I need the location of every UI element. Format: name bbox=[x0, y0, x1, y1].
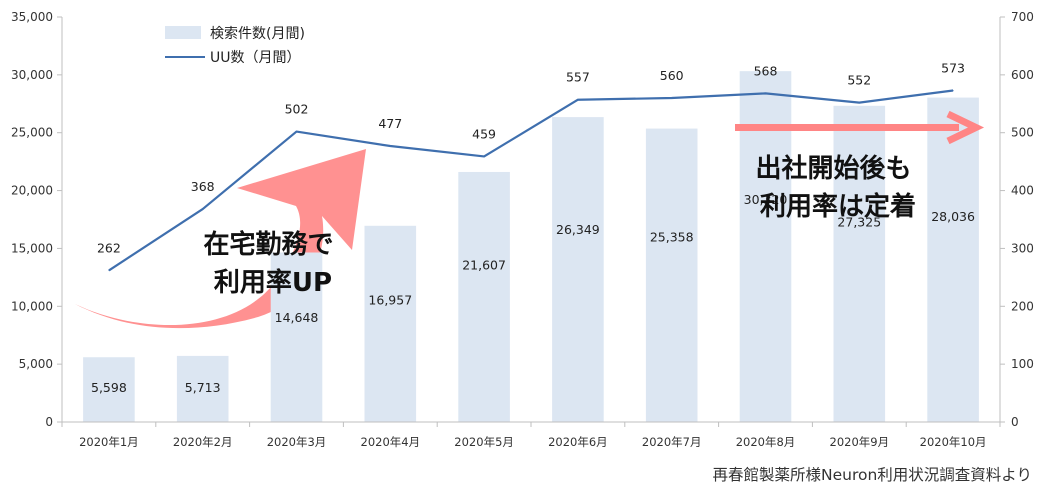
x-tick-label: 2020年4月 bbox=[361, 435, 421, 449]
source-note: 再春館製薬所様Neuron利用状況調査資料より bbox=[713, 466, 1033, 484]
bar-value-label: 25,358 bbox=[650, 229, 694, 244]
legend-label-bar: 検索件数(月間) bbox=[210, 25, 305, 42]
bar-value-label: 5,598 bbox=[91, 380, 127, 395]
y-tick-right: 100 bbox=[1011, 357, 1034, 371]
line-point bbox=[296, 131, 297, 133]
bar bbox=[833, 105, 886, 422]
line-value-label: 368 bbox=[191, 179, 215, 194]
bar bbox=[458, 171, 510, 422]
bar-value-label: 21,607 bbox=[462, 257, 506, 272]
bar-value-label: 5,713 bbox=[185, 380, 221, 395]
line-point bbox=[952, 89, 954, 91]
x-tick-label: 2020年2月 bbox=[173, 435, 233, 449]
line-value-label: 560 bbox=[660, 68, 684, 83]
line-point bbox=[389, 145, 391, 147]
line-value-label: 573 bbox=[941, 60, 965, 75]
line-point bbox=[202, 208, 204, 210]
bar bbox=[176, 355, 229, 422]
bar bbox=[270, 252, 323, 422]
data-labels: 5,598 5,713 14,648 16,957 21,607 26,349 25,358… bbox=[91, 60, 975, 395]
line-value-label: 262 bbox=[97, 240, 121, 255]
line-point bbox=[858, 102, 860, 104]
y-tick-left: 20,000 bbox=[11, 184, 53, 198]
line-point bbox=[577, 99, 579, 101]
line-point bbox=[671, 97, 673, 99]
x-tick-label: 2020年6月 bbox=[548, 435, 608, 449]
line-series bbox=[108, 89, 954, 272]
line-value-label: 502 bbox=[285, 102, 309, 117]
y-tick-right: 200 bbox=[1011, 299, 1034, 313]
y-tick-right: 500 bbox=[1011, 126, 1034, 140]
y-tick-right: 400 bbox=[1011, 184, 1034, 198]
y-tick-left: 0 bbox=[45, 415, 53, 429]
x-tick-label: 2020年8月 bbox=[736, 435, 796, 449]
x-tick-label: 2020年3月 bbox=[267, 435, 327, 449]
x-tick-label: 2020年1月 bbox=[79, 435, 139, 449]
line-value-label: 459 bbox=[472, 126, 496, 141]
line-point bbox=[483, 155, 485, 157]
x-tick-label: 2020年5月 bbox=[454, 435, 514, 449]
x-tick-label: 2020年7月 bbox=[642, 435, 702, 449]
y-tick-left: 30,000 bbox=[11, 68, 53, 82]
x-tick-label: 2020年9月 bbox=[830, 435, 890, 449]
axes: 0 5,000 10,000 15,000 20,000 25,000 30,000 35,0… bbox=[11, 10, 1034, 449]
bar-value-label: 30,320 bbox=[744, 192, 788, 207]
line-value-label: 557 bbox=[566, 70, 590, 85]
annotation-office: 出社開始後も 利用率は定着 bbox=[755, 153, 920, 222]
y-tick-right: 300 bbox=[1011, 241, 1034, 255]
annotation-telework-line2: 利用率UP bbox=[214, 267, 332, 298]
annotation-office-line1: 出社開始後も bbox=[755, 153, 911, 184]
y-tick-left: 5,000 bbox=[19, 357, 53, 371]
plateau-arrow bbox=[735, 110, 985, 145]
bar-value-label: 14,648 bbox=[275, 310, 319, 325]
y-tick-left: 15,000 bbox=[11, 241, 53, 255]
bar bbox=[739, 71, 792, 422]
bar bbox=[83, 357, 135, 422]
bar bbox=[364, 225, 417, 422]
legend-swatch-bar bbox=[165, 26, 201, 39]
annotation-office-line2: 利用率は定着 bbox=[760, 191, 916, 222]
annotation-telework-line1: 在宅勤務で bbox=[203, 229, 333, 260]
y-tick-left: 25,000 bbox=[11, 126, 53, 140]
legend: 検索件数(月間) UU数（月間） bbox=[165, 25, 305, 66]
bar-value-label: 26,349 bbox=[556, 222, 600, 237]
uu-line bbox=[108, 89, 954, 272]
line-value-label: 477 bbox=[378, 116, 402, 131]
line-value-label: 552 bbox=[847, 73, 871, 88]
y-tick-right: 600 bbox=[1011, 68, 1034, 82]
y-tick-left: 10,000 bbox=[11, 299, 53, 313]
legend-label-line: UU数（月間） bbox=[210, 50, 301, 66]
x-tick-label: 2020年10月 bbox=[920, 435, 987, 449]
bar bbox=[552, 117, 604, 422]
y-tick-right: 700 bbox=[1011, 10, 1034, 24]
bar-value-label: 28,036 bbox=[931, 209, 975, 224]
line-value-label: 568 bbox=[754, 63, 778, 78]
y-tick-left: 35,000 bbox=[11, 10, 53, 24]
line-point bbox=[765, 92, 766, 94]
bar-value-label: 16,957 bbox=[368, 292, 412, 307]
bar bbox=[927, 97, 979, 422]
line-point bbox=[108, 269, 110, 271]
bar-value-label: 27,325 bbox=[837, 214, 881, 229]
y-tick-right: 0 bbox=[1011, 415, 1019, 429]
annotation-telework: 在宅勤務で 利用率UP bbox=[203, 229, 342, 298]
bar bbox=[645, 128, 698, 422]
